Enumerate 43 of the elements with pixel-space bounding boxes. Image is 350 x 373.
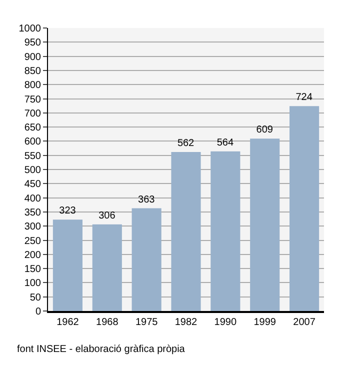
x-tick-label: 1990: [214, 316, 237, 328]
data-label: 562: [177, 138, 195, 149]
bar: [250, 138, 280, 311]
y-tick-label: 750: [24, 94, 42, 106]
y-tick-label: 550: [24, 150, 42, 162]
y-tick-label: 450: [24, 179, 42, 190]
x-tick-label: 1999: [254, 316, 276, 328]
bar: [171, 152, 201, 311]
y-tick-label: 900: [24, 52, 42, 63]
x-tick-label: 2007: [293, 316, 316, 328]
y-tick-label: 500: [24, 165, 42, 176]
y-tick-label: 300: [24, 222, 42, 233]
y-tick-label: 150: [24, 264, 42, 276]
data-label: 323: [59, 206, 76, 217]
y-tick-label: 250: [24, 236, 42, 247]
data-label: 363: [138, 194, 156, 206]
y-tick-label: 950: [24, 38, 42, 49]
bar: [92, 224, 122, 311]
x-tick-label: 1962: [56, 316, 80, 328]
text: font INSEE - elaboració gràfica pròpia: [17, 344, 186, 355]
y-tick-label: 600: [24, 136, 42, 148]
data-label: 724: [296, 92, 313, 104]
bar: [290, 106, 320, 311]
bar: [210, 151, 240, 311]
y-tick-label: 0: [35, 306, 42, 318]
y-tick-label: 700: [24, 108, 42, 120]
y-tick-label: 100: [24, 278, 42, 290]
data-label: 306: [98, 210, 116, 222]
bar: [52, 220, 82, 311]
data-label: 564: [216, 137, 234, 148]
y-tick-label: 800: [24, 80, 42, 92]
y-tick-label: 1000: [18, 24, 42, 34]
bar: [132, 208, 162, 311]
y-tick-label: 400: [24, 193, 42, 204]
y-tick-label: 350: [24, 207, 42, 218]
x-tick-label: 1982: [174, 316, 198, 328]
x-tick-label: 1975: [135, 316, 158, 328]
y-tick-label: 50: [30, 292, 42, 304]
data-label: 609: [256, 124, 274, 136]
x-tick-label: 1968: [96, 316, 119, 328]
y-tick-label: 850: [24, 66, 42, 77]
y-tick-label: 650: [24, 122, 42, 134]
y-tick-label: 200: [24, 250, 42, 261]
